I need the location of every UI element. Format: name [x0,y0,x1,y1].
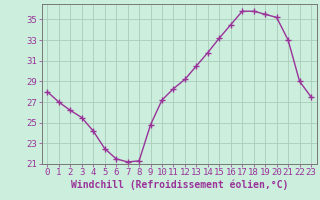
X-axis label: Windchill (Refroidissement éolien,°C): Windchill (Refroidissement éolien,°C) [70,180,288,190]
